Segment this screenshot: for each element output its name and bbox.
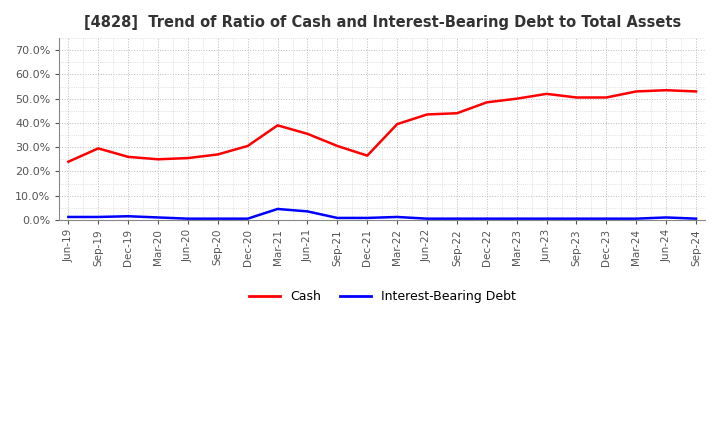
Legend: Cash, Interest-Bearing Debt: Cash, Interest-Bearing Debt xyxy=(243,285,521,308)
Title: [4828]  Trend of Ratio of Cash and Interest-Bearing Debt to Total Assets: [4828] Trend of Ratio of Cash and Intere… xyxy=(84,15,681,30)
